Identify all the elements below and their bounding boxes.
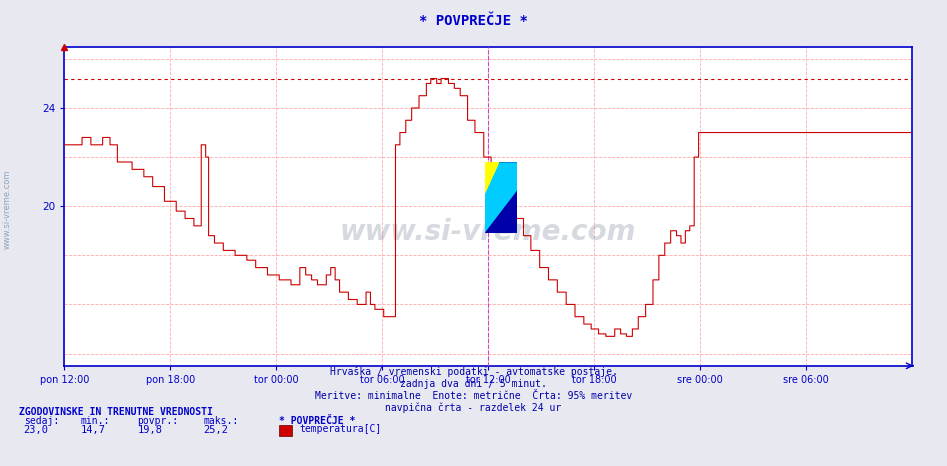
Text: * POVPREČJE *: * POVPREČJE * — [279, 416, 356, 426]
Text: Hrvaška / vremenski podatki - avtomatske postaje.: Hrvaška / vremenski podatki - avtomatske… — [330, 367, 617, 377]
Text: * POVPREČJE *: * POVPREČJE * — [420, 14, 527, 28]
Text: povpr.:: povpr.: — [137, 416, 178, 426]
Text: temperatura[C]: temperatura[C] — [299, 425, 382, 434]
Text: ZGODOVINSKE IN TRENUTNE VREDNOSTI: ZGODOVINSKE IN TRENUTNE VREDNOSTI — [19, 407, 213, 417]
Text: www.si-vreme.com: www.si-vreme.com — [3, 170, 12, 249]
Text: zadnja dva dni / 5 minut.: zadnja dva dni / 5 minut. — [400, 379, 547, 389]
Text: min.:: min.: — [80, 416, 110, 426]
Text: 23,0: 23,0 — [24, 425, 48, 435]
Text: maks.:: maks.: — [204, 416, 239, 426]
Text: 25,2: 25,2 — [204, 425, 228, 435]
Text: navpična črta - razdelek 24 ur: navpična črta - razdelek 24 ur — [385, 403, 562, 413]
Text: 19,8: 19,8 — [137, 425, 162, 435]
Text: Meritve: minimalne  Enote: metrične  Črta: 95% meritev: Meritve: minimalne Enote: metrične Črta:… — [314, 391, 633, 401]
Text: 14,7: 14,7 — [80, 425, 105, 435]
Text: sedaj:: sedaj: — [24, 416, 59, 426]
Text: www.si-vreme.com: www.si-vreme.com — [340, 218, 636, 246]
